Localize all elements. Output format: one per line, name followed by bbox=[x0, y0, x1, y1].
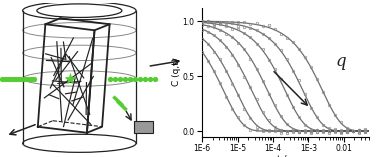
FancyBboxPatch shape bbox=[134, 121, 153, 133]
Text: q: q bbox=[335, 53, 346, 70]
X-axis label: t / s: t / s bbox=[277, 155, 294, 157]
Y-axis label: C (q,t): C (q,t) bbox=[172, 58, 181, 86]
